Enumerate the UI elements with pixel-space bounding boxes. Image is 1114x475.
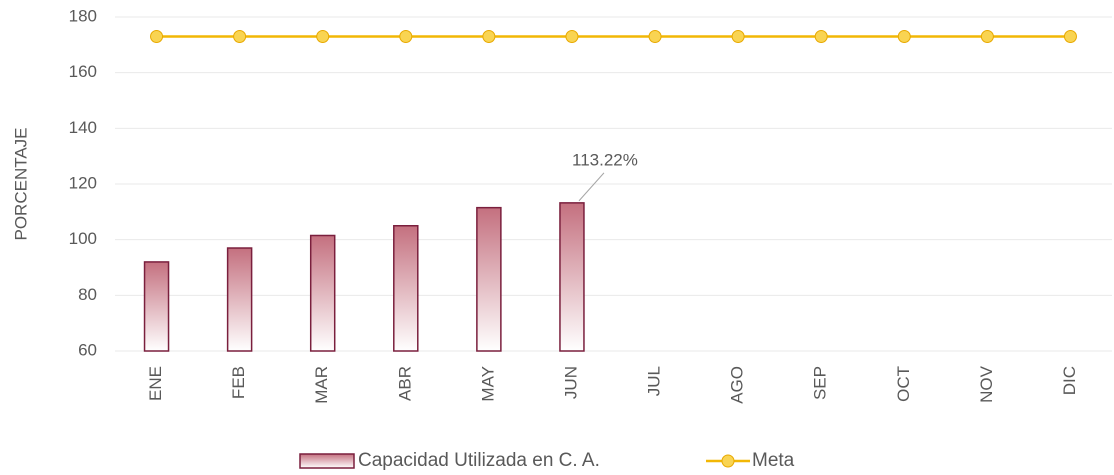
- bar: [226, 247, 253, 352]
- x-tick-label: FEB: [229, 366, 248, 399]
- line-marker: [648, 29, 662, 43]
- y-tick-label: 60: [78, 340, 97, 359]
- annotation-leader: [578, 172, 605, 202]
- x-tick-label: ABR: [395, 366, 414, 401]
- line-marker: [814, 29, 828, 43]
- x-tick-label: SEP: [811, 366, 830, 400]
- legend-label: Capacidad Utilizada en C. A.: [358, 450, 600, 471]
- line-marker: [1063, 29, 1077, 43]
- bar: [559, 202, 585, 352]
- bar: [143, 261, 170, 352]
- x-tick-label: MAY: [478, 366, 497, 402]
- bar: [393, 225, 419, 352]
- y-tick-label: 140: [69, 118, 97, 137]
- line-marker: [316, 29, 330, 43]
- x-tick-label: MAR: [312, 366, 331, 404]
- y-tick-label: 180: [69, 6, 97, 25]
- line-marker: [731, 29, 745, 43]
- y-tick-label: 100: [69, 229, 97, 248]
- bar: [309, 234, 336, 352]
- x-tick-label: JUL: [645, 366, 664, 396]
- y-tick-label: 120: [69, 173, 97, 192]
- bar: [476, 206, 502, 352]
- x-tick-label: JUN: [561, 366, 580, 399]
- y-tick-label: 80: [78, 285, 97, 304]
- line-marker: [897, 29, 911, 43]
- x-tick-label: OCT: [894, 366, 913, 402]
- x-tick-label: AGO: [728, 366, 747, 404]
- line-marker: [399, 29, 413, 43]
- x-tick-label: ENE: [146, 366, 165, 401]
- line-marker: [233, 29, 247, 43]
- line-marker: [150, 29, 164, 43]
- y-tick-label: 160: [69, 62, 97, 81]
- line-marker: [980, 29, 994, 43]
- line-marker: [482, 29, 496, 43]
- data-label: 113.22%: [572, 150, 638, 169]
- line-marker: [565, 29, 579, 43]
- x-tick-label: NOV: [977, 365, 996, 403]
- legend-swatch: [299, 453, 355, 469]
- x-tick-label: DIC: [1060, 366, 1079, 395]
- legend-swatch-marker: [721, 454, 735, 468]
- y-axis-label: PORCENTAJE: [11, 127, 30, 240]
- legend-label: Meta: [752, 450, 795, 471]
